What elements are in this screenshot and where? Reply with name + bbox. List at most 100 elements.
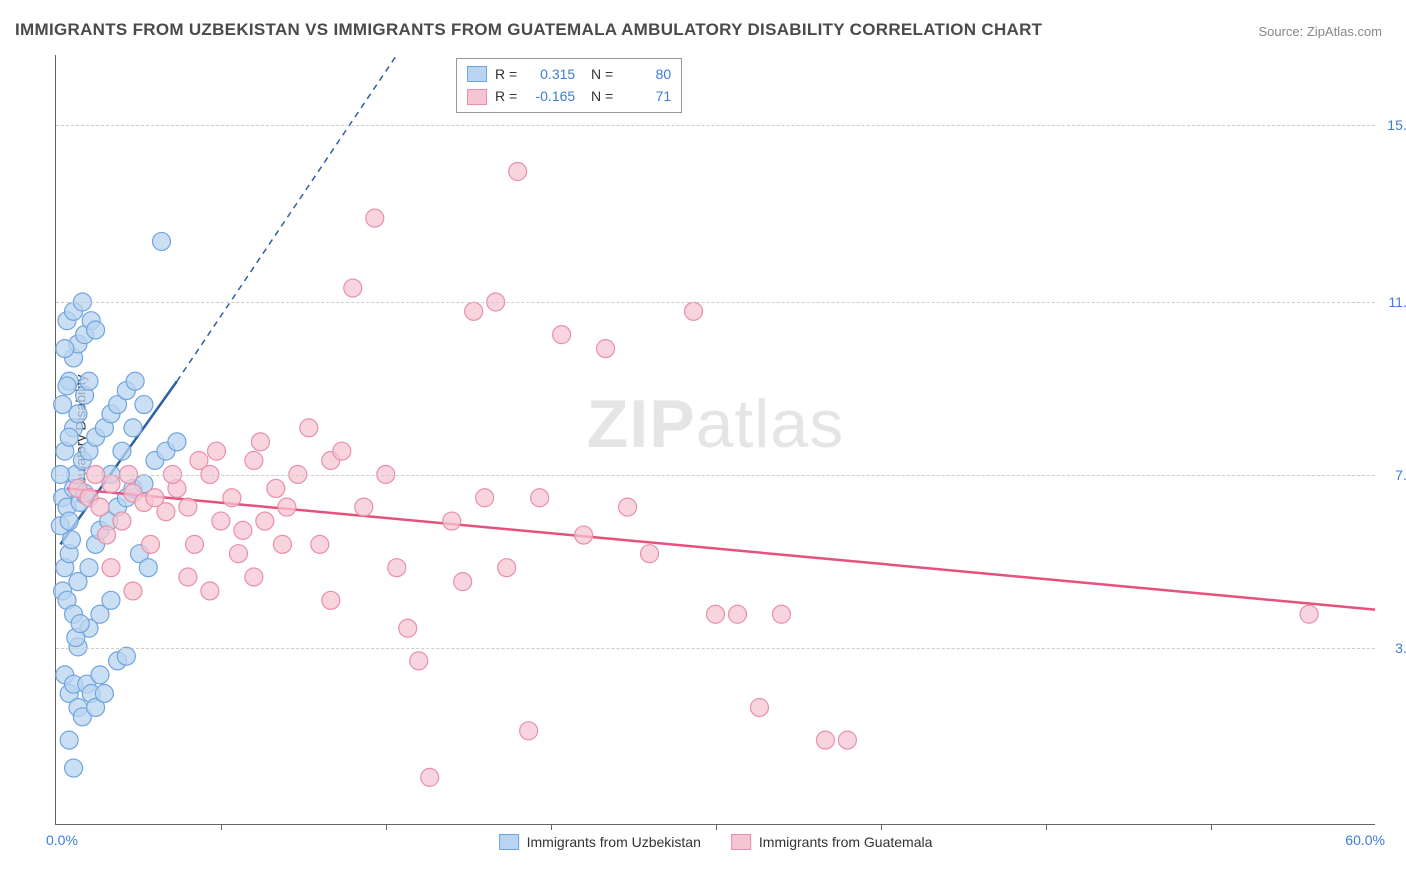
data-point [80, 559, 98, 577]
data-point [245, 451, 263, 469]
data-point [531, 489, 549, 507]
data-point [410, 652, 428, 670]
x-tick [1046, 824, 1047, 830]
data-point [113, 512, 131, 530]
data-point [223, 489, 241, 507]
plot-svg [56, 55, 1375, 824]
x-tick [551, 824, 552, 830]
y-tick-label: 7.5% [1395, 467, 1406, 483]
legend-swatch-pink [731, 834, 751, 850]
data-point [443, 512, 461, 530]
data-point [95, 685, 113, 703]
chart-area: Ambulatory Disability ZIPatlas 3.8%7.5%1… [55, 55, 1375, 825]
data-point [267, 479, 285, 497]
data-point [212, 512, 230, 530]
legend-label-2: Immigrants from Guatemala [759, 834, 933, 850]
data-point [54, 396, 72, 414]
y-tick-label: 3.8% [1395, 640, 1406, 656]
data-point [322, 591, 340, 609]
data-point [201, 582, 219, 600]
trendline [67, 488, 1375, 609]
source-attribution: Source: ZipAtlas.com [1258, 24, 1382, 39]
x-tick [386, 824, 387, 830]
legend-swatch-pink [467, 89, 487, 105]
data-point [126, 372, 144, 390]
data-point [62, 531, 80, 549]
legend-swatch-blue [499, 834, 519, 850]
y-tick-label: 15.0% [1387, 117, 1406, 133]
correlation-row-1: R = 0.315 N = 80 [467, 63, 671, 85]
data-point [60, 428, 78, 446]
data-point [117, 647, 135, 665]
data-point [498, 559, 516, 577]
data-point [91, 498, 109, 516]
r-value-1: 0.315 [525, 63, 575, 85]
trendline-extension [177, 55, 397, 381]
data-point [619, 498, 637, 516]
y-tick-label: 11.2% [1388, 294, 1406, 310]
data-point [139, 559, 157, 577]
x-tick [1211, 824, 1212, 830]
data-point [575, 526, 593, 544]
data-point [245, 568, 263, 586]
data-point [186, 535, 204, 553]
x-tick [716, 824, 717, 830]
gridline [56, 648, 1375, 649]
x-tick [881, 824, 882, 830]
data-point [816, 731, 834, 749]
x-min-label: 0.0% [46, 832, 78, 848]
data-point [229, 545, 247, 563]
data-point [65, 759, 83, 777]
data-point [509, 163, 527, 181]
x-tick [221, 824, 222, 830]
data-point [71, 615, 89, 633]
data-point [207, 442, 225, 460]
data-point [421, 768, 439, 786]
r-label: R = [495, 63, 517, 85]
legend-swatch-blue [467, 66, 487, 82]
data-point [300, 419, 318, 437]
data-point [333, 442, 351, 460]
x-max-label: 60.0% [1345, 832, 1385, 848]
data-point [135, 396, 153, 414]
n-value-2: 71 [621, 85, 671, 107]
data-point [1300, 605, 1318, 623]
data-point [685, 302, 703, 320]
data-point [728, 605, 746, 623]
data-point [234, 521, 252, 539]
r-label: R = [495, 85, 517, 107]
correlation-row-2: R = -0.165 N = 71 [467, 85, 671, 107]
data-point [179, 568, 197, 586]
data-point [641, 545, 659, 563]
data-point [157, 503, 175, 521]
data-point [153, 232, 171, 250]
data-point [476, 489, 494, 507]
gridline [56, 302, 1375, 303]
data-point [465, 302, 483, 320]
n-label: N = [583, 63, 613, 85]
chart-title: IMMIGRANTS FROM UZBEKISTAN VS IMMIGRANTS… [15, 20, 1042, 40]
data-point [87, 321, 105, 339]
data-point [60, 512, 78, 530]
n-label: N = [583, 85, 613, 107]
data-point [273, 535, 291, 553]
data-point [707, 605, 725, 623]
r-value-2: -0.165 [525, 85, 575, 107]
legend-item-guatemala: Immigrants from Guatemala [731, 834, 933, 850]
data-point [597, 340, 615, 358]
data-point [355, 498, 373, 516]
data-point [344, 279, 362, 297]
data-point [168, 433, 186, 451]
data-point [251, 433, 269, 451]
data-point [56, 340, 74, 358]
data-point [772, 605, 790, 623]
gridline [56, 475, 1375, 476]
data-point [98, 526, 116, 544]
data-point [311, 535, 329, 553]
data-point [60, 731, 78, 749]
data-point [179, 498, 197, 516]
data-point [113, 442, 131, 460]
data-point [520, 722, 538, 740]
data-point [58, 377, 76, 395]
data-point [102, 559, 120, 577]
